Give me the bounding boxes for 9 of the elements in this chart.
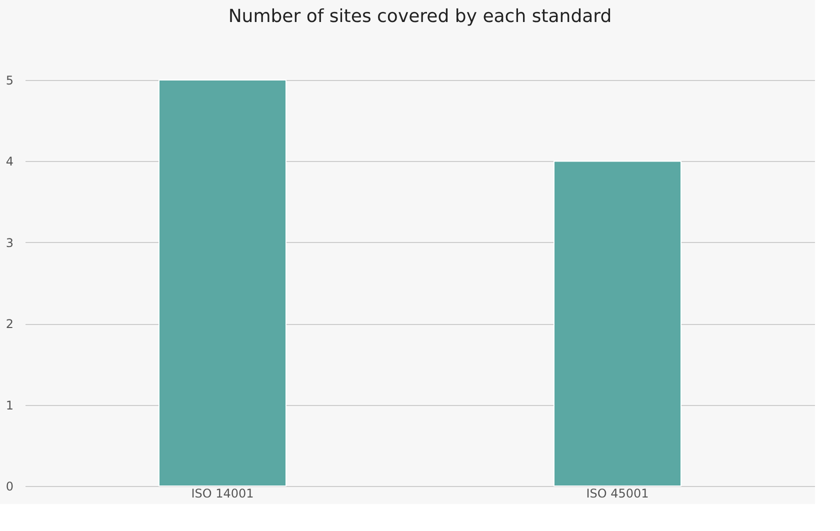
x-tick-label: ISO 14001 <box>191 486 254 500</box>
y-tick-label: 4 <box>6 154 14 169</box>
chart-title: Number of sites covered by each standard <box>228 6 612 27</box>
y-tick-label: 2 <box>6 317 14 332</box>
x-tick-label: ISO 45001 <box>586 486 649 500</box>
y-tick-label: 5 <box>6 74 14 88</box>
y-tick-label: 1 <box>6 398 14 412</box>
y-tick-label: 0 <box>6 480 14 494</box>
y-tick-label: 3 <box>6 236 14 250</box>
